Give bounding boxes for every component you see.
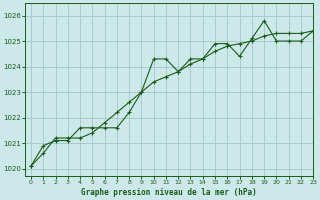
X-axis label: Graphe pression niveau de la mer (hPa): Graphe pression niveau de la mer (hPa) [81, 188, 257, 197]
